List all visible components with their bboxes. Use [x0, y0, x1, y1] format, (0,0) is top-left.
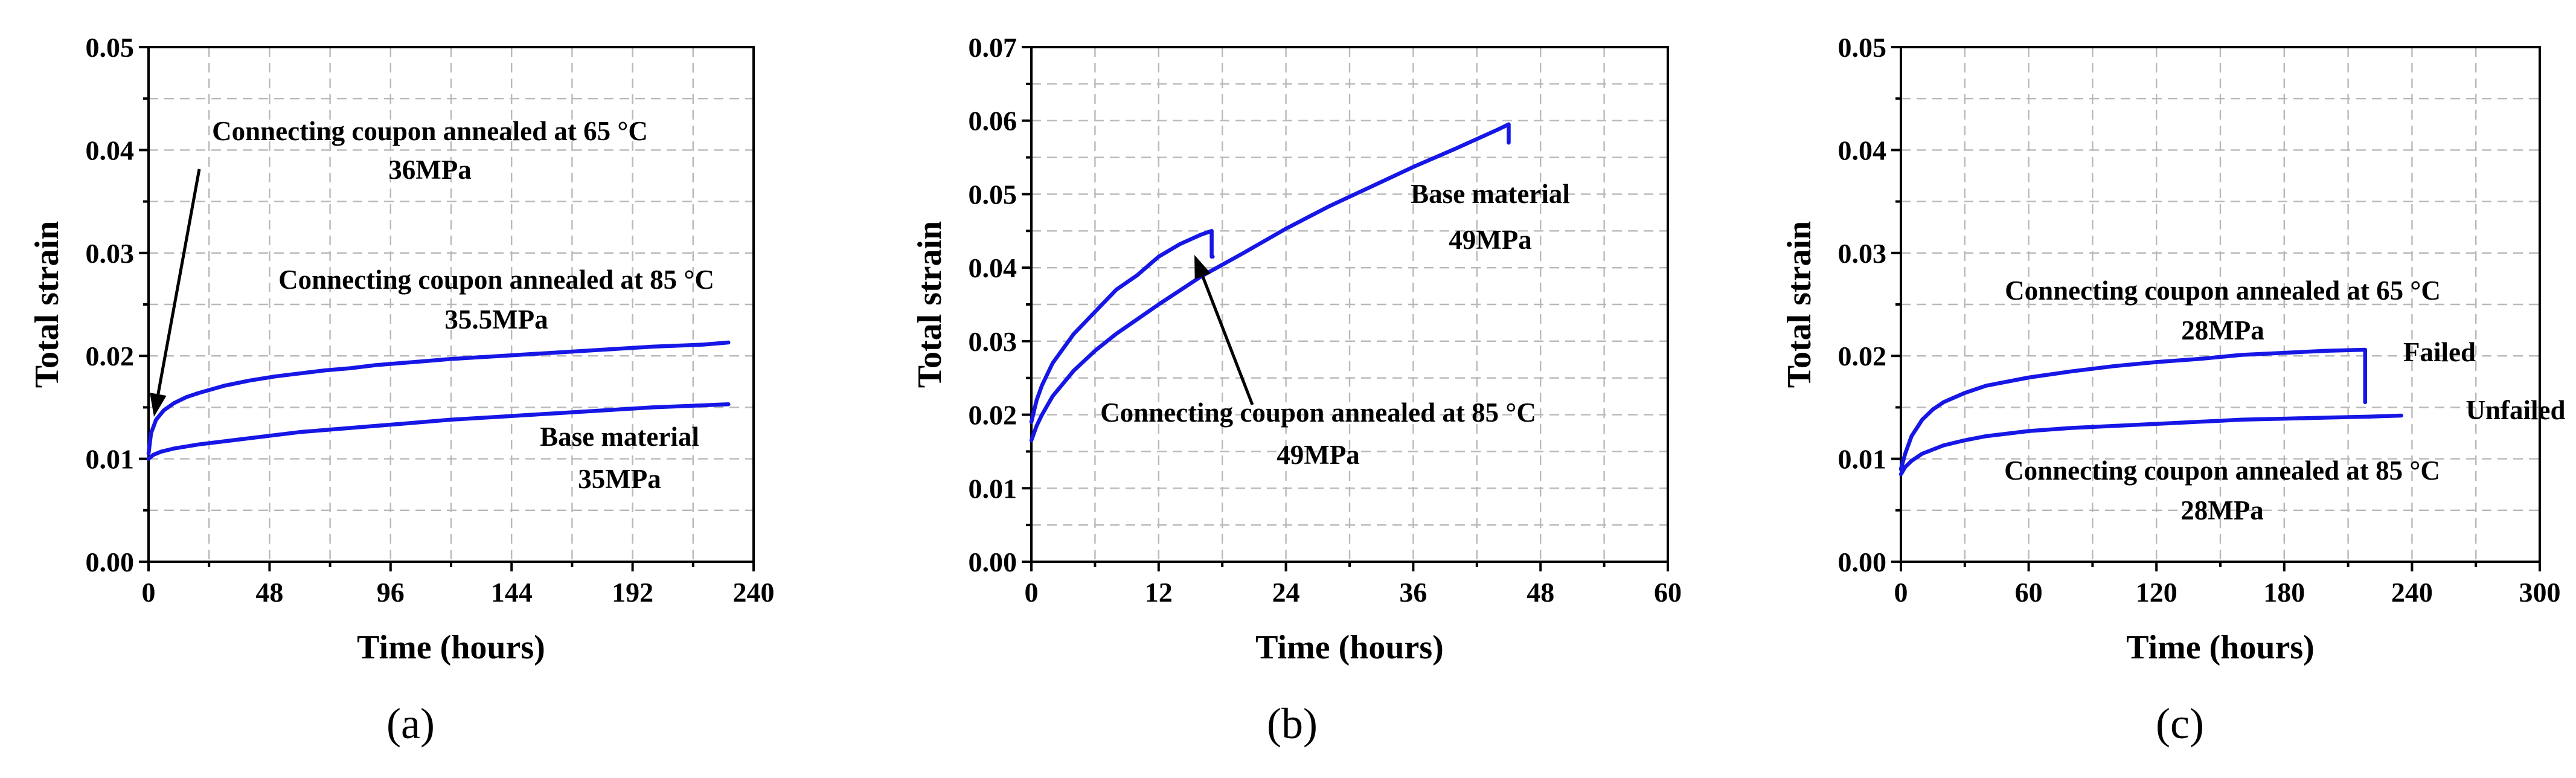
x-tick-label: 48: [1527, 577, 1554, 608]
gridlines-b: [1031, 47, 1668, 562]
x-tick-label: 12: [1145, 577, 1173, 608]
x-tick-label: 60: [1654, 577, 1682, 608]
arrow-head-icon: [1194, 255, 1211, 280]
x-tick-label: 0: [142, 577, 156, 608]
x-tick-label: 48: [255, 577, 283, 608]
y-axis-title: Total strain: [28, 221, 66, 388]
annotation-c-4: Connecting coupon annealed at 85 °C 28MPa: [2004, 455, 2440, 526]
x-tick-label: 0: [1025, 577, 1039, 608]
annotation-text: Connecting coupon annealed at 85 °C: [1100, 397, 1536, 428]
x-tick-label: 96: [377, 577, 405, 608]
y-tick-label: 0.02: [86, 341, 135, 371]
annotation-a-1: Connecting coupon annealed at 65 °C 36MPa: [150, 116, 648, 417]
annotation-text: Base material: [540, 422, 699, 452]
annotation-text: Connecting coupon annealed at 65 °C: [212, 116, 648, 146]
series-line-b-2: [1029, 122, 1511, 443]
x-tick-label: 0: [1894, 577, 1908, 608]
x-tick-label: 144: [491, 577, 533, 608]
y-tick-label: 0.03: [86, 238, 135, 269]
annotation-text: 49MPa: [1449, 225, 1531, 255]
x-tick-label: 36: [1399, 577, 1427, 608]
y-tick-label: 0.01: [86, 444, 135, 475]
annotation-text: Unfailed: [2465, 395, 2565, 425]
y-tick-label: 0.05: [969, 179, 1017, 210]
annotation-a-3: Base material 35MPa: [540, 422, 699, 494]
y-tick-label: 0.00: [969, 547, 1017, 577]
x-tick-label: 300: [2519, 577, 2561, 608]
y-tick-label: 0.02: [969, 400, 1017, 431]
y-tick-label: 0.06: [969, 106, 1017, 137]
y-axis-title: Total strain: [1781, 221, 1818, 388]
series-line-a-1: [146, 340, 731, 456]
series-line-c-1: [1898, 347, 2368, 471]
annotation-text: 35.5MPa: [444, 304, 548, 335]
y-tick-label: 0.05: [1838, 32, 1887, 63]
x-tick-label: 240: [2391, 577, 2433, 608]
annotation-c-2: Failed: [2403, 337, 2476, 367]
x-tick-label: 60: [2015, 577, 2043, 608]
annotation-text: Base material: [1411, 179, 1570, 209]
series-line-c-2: [1898, 413, 2404, 477]
arrow-shaft: [1201, 275, 1254, 405]
x-tick-label: 240: [733, 577, 775, 608]
annotation-text: Connecting coupon annealed at 65 °C: [2005, 275, 2441, 306]
x-axis-title: Time (hours): [1255, 629, 1444, 666]
panel-label-c: (c): [2156, 699, 2204, 748]
annotation-text: 28MPa: [2181, 315, 2264, 346]
y-tick-label: 0.03: [1838, 238, 1887, 269]
chart-panel-a: 0 48 96 144 192 240 0.00 0.01 0.02 0.03 0.04 0.05 Ti…: [28, 32, 775, 748]
y-tick-label: 0.01: [1838, 444, 1887, 475]
y-tick-label: 0.05: [86, 32, 135, 63]
annotation-text: 49MPa: [1277, 440, 1359, 470]
y-tick-label: 0.00: [1838, 547, 1887, 577]
y-tick-label: 0.04: [1838, 135, 1887, 166]
x-tick-label: 120: [2136, 577, 2177, 608]
annotation-text: 36MPa: [388, 155, 471, 185]
chart-panel-b: 0 12 24 36 48 60 0.00 0.01 0.02 0.03 0.04 0.05 0.06 0…: [911, 32, 1682, 748]
annotation-c-3: Unfailed: [2465, 395, 2565, 425]
x-axis-title: Time (hours): [357, 629, 545, 666]
series-line-a-2: [146, 402, 731, 461]
annotation-c-1: Connecting coupon annealed at 65 °C 28MPa: [2005, 275, 2441, 346]
gridlines-c: [1901, 47, 2540, 562]
panel-label-a: (a): [386, 699, 435, 748]
arrow-shaft: [156, 169, 201, 395]
y-tick-label: 0.03: [969, 326, 1017, 357]
annotation-b-2: Connecting coupon annealed at 85 °C 49MPa: [1100, 255, 1536, 470]
y-axis-title: Total strain: [911, 221, 949, 388]
x-tick-label: 192: [612, 577, 653, 608]
x-tick-label: 180: [2263, 577, 2305, 608]
annotation-text: 35MPa: [578, 464, 661, 494]
x-axis-title: Time (hours): [2126, 629, 2315, 666]
y-tick-label: 0.04: [86, 135, 135, 166]
x-tick-label: 24: [1272, 577, 1300, 608]
annotation-text: Connecting coupon annealed at 85 °C: [278, 265, 714, 295]
y-tick-label: 0.01: [969, 473, 1017, 504]
y-tick-label: 0.07: [969, 32, 1017, 63]
arrow-head-icon: [150, 393, 167, 417]
annotation-b-1: Base material 49MPa: [1411, 179, 1570, 255]
annotation-a-2: Connecting coupon annealed at 85 °C 35.5M…: [278, 265, 714, 335]
panel-label-b: (b): [1267, 699, 1318, 748]
annotation-text: Connecting coupon annealed at 85 °C: [2004, 455, 2440, 486]
chart-panel-c: 0 60 120 180 240 300 0.00 0.01 0.02 0.03 0.04 0.05 T…: [1781, 32, 2566, 748]
y-tick-label: 0.00: [86, 547, 135, 577]
series-line-b-1: [1029, 229, 1215, 424]
annotation-text: 28MPa: [2180, 495, 2263, 526]
y-tick-label: 0.02: [1838, 341, 1887, 371]
annotation-text: Failed: [2403, 337, 2476, 367]
gridlines-a: [149, 47, 754, 562]
y-tick-label: 0.04: [969, 252, 1017, 283]
